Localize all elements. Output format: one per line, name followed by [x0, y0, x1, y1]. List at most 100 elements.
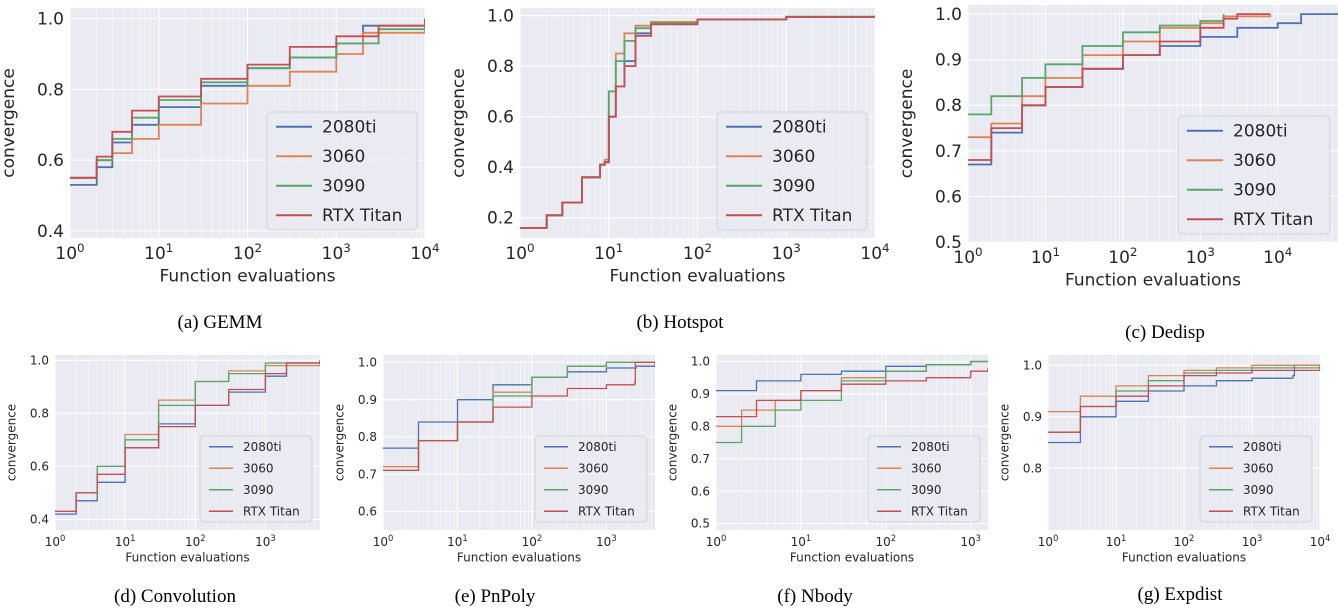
- x-tick-label: 102: [233, 241, 262, 264]
- x-tick-label: 101: [144, 241, 173, 264]
- legend-label-rtx-titan: RTX Titan: [772, 206, 852, 226]
- legend-label-2080ti: 2080ti: [772, 118, 827, 138]
- x-tick-label: 104: [860, 241, 889, 264]
- x-tick-label: 103: [1242, 533, 1263, 549]
- legend: 2080ti 3060 3090 RTX Titan: [1177, 115, 1331, 235]
- y-tick-label: 0.8: [1023, 461, 1042, 475]
- series-lines: [1048, 364, 1320, 444]
- chart-a: 100 101 102 103 104 0.4 0.6 0.8 1.0 Function eval…: [0, 8, 440, 287]
- legend-label-rtx-titan: RTX Titan: [243, 504, 300, 518]
- x-tick-label: 101: [1106, 533, 1127, 549]
- caption-pnpoly: (e) PnPoly: [454, 586, 536, 607]
- legend-label-3060: 3060: [911, 461, 942, 475]
- y-tick-label: 0.9: [1023, 410, 1042, 424]
- legend-label-2080ti: 2080ti: [578, 440, 617, 454]
- y-axis-label: convergence: [4, 404, 18, 481]
- legend: 2080ti 3060 3090 RTX Titan: [534, 435, 648, 523]
- panel-nbody: 100 101 102 103 0.5 0.6 0.7 0.8 0.9 1.0 Function e…: [665, 345, 998, 575]
- x-tick-label: 102: [1108, 245, 1137, 268]
- legend: 2080ti 3060 3090 RTX Titan: [199, 435, 313, 523]
- legend-label-3090: 3090: [911, 483, 942, 497]
- y-tick-label: 0.8: [487, 57, 514, 77]
- panel-convolution: 100 101 102 103 0.4 0.6 0.8 1.0 Function evaluat…: [0, 345, 330, 575]
- legend-box: [534, 435, 648, 523]
- chart-f: 100 101 102 103 0.5 0.6 0.7 0.8 0.9 1.0 Function e…: [665, 355, 988, 564]
- y-axis-label: convergence: [897, 69, 917, 179]
- y-tick-label: 0.8: [935, 96, 962, 116]
- series-line-rtx-titan: [1048, 365, 1320, 433]
- y-axis-label: convergence: [449, 68, 469, 178]
- x-axis-label: Function evaluations: [610, 267, 786, 287]
- legend-label-3090: 3090: [1233, 181, 1276, 201]
- y-tick-label: 0.4: [487, 158, 514, 178]
- x-tick-label: 102: [683, 241, 712, 264]
- x-tick-label: 103: [596, 533, 617, 549]
- x-tick-label: 101: [791, 533, 812, 549]
- y-tick-label: 0.5: [691, 517, 710, 531]
- legend-box: [716, 111, 868, 231]
- x-tick-label: 102: [522, 533, 543, 549]
- chart-g: 100 101 102 103 104 0.8 0.9 1.0 Function evaluat…: [997, 355, 1331, 564]
- y-tick-label: 1.0: [358, 356, 377, 370]
- x-tick-label: 102: [185, 533, 206, 549]
- legend-label-3090: 3090: [1243, 483, 1274, 497]
- legend-label-2080ti: 2080ti: [1233, 122, 1288, 142]
- y-tick-label: 0.8: [358, 430, 377, 444]
- chart-d: 100 101 102 103 0.4 0.6 0.8 1.0 Function evaluat…: [4, 354, 321, 564]
- x-axis-label: Function evaluations: [457, 550, 581, 564]
- series-lines: [70, 18, 425, 186]
- y-tick-label: 0.6: [30, 460, 49, 474]
- y-axis-label: convergence: [997, 404, 1011, 481]
- x-axis-label: Function evaluations: [1065, 271, 1241, 291]
- x-tick-label: 104: [1310, 533, 1331, 549]
- y-tick-label: 0.6: [935, 187, 962, 207]
- x-tick-label: 103: [322, 241, 351, 264]
- y-tick-label: 0.4: [37, 222, 64, 242]
- caption-hotspot: (b) Hotspot: [636, 312, 724, 333]
- x-tick-label: 100: [505, 241, 534, 264]
- series-line-rtx-titan: [70, 18, 425, 179]
- legend-label-2080ti: 2080ti: [1243, 440, 1282, 454]
- y-tick-label: 0.6: [691, 484, 710, 498]
- y-tick-label: 0.8: [691, 419, 710, 433]
- x-tick-label: 100: [706, 533, 727, 549]
- chart-b: 100 101 102 103 104 0.2 0.4 0.6 0.8 1.0 Function e…: [449, 7, 890, 287]
- series-line-3090: [968, 14, 1225, 116]
- series-lines: [520, 15, 875, 229]
- legend-label-3060: 3060: [772, 147, 815, 167]
- y-tick-label: 0.7: [691, 452, 710, 466]
- legend-box: [867, 435, 981, 523]
- legend-box: [266, 111, 418, 231]
- series-line-rtx-titan: [55, 360, 320, 513]
- y-axis-label: convergence: [0, 68, 19, 178]
- panel-dedisp: 100 101 102 103 104 0.5 0.6 0.7 0.8 0.9 1.0 Functio…: [897, 0, 1338, 310]
- y-tick-label: 0.6: [358, 505, 377, 519]
- y-tick-label: 1.0: [691, 355, 710, 369]
- series-line-rtx-titan: [716, 368, 988, 418]
- legend-label-3060: 3060: [578, 461, 609, 475]
- series-lines: [383, 361, 655, 472]
- y-axis-label: convergence: [665, 404, 679, 481]
- x-tick-label: 102: [875, 533, 896, 549]
- legend-label-rtx-titan: RTX Titan: [1243, 504, 1300, 518]
- panel-hotspot: 100 101 102 103 104 0.2 0.4 0.6 0.8 1.0 Function e…: [449, 0, 890, 300]
- caption-dedisp: (c) Dedisp: [1125, 322, 1205, 343]
- x-tick-label: 100: [373, 533, 394, 549]
- x-tick-label: 101: [447, 533, 468, 549]
- caption-expdist: (g) Expdist: [1137, 584, 1223, 605]
- series-line-2080ti: [1048, 364, 1320, 444]
- series-line-rtx-titan: [968, 13, 1271, 161]
- x-tick-label: 101: [594, 241, 623, 264]
- legend-box: [199, 435, 313, 523]
- legend-box: [1177, 115, 1331, 235]
- legend-label-rtx-titan: RTX Titan: [911, 504, 968, 518]
- x-tick-label: 103: [960, 533, 981, 549]
- legend-label-3090: 3090: [243, 483, 274, 497]
- y-tick-label: 0.7: [358, 467, 377, 481]
- legend-label-2080ti: 2080ti: [243, 440, 282, 454]
- x-tick-label: 100: [1038, 533, 1059, 549]
- legend-label-rtx-titan: RTX Titan: [1233, 210, 1313, 230]
- legend-label-3090: 3090: [322, 177, 365, 197]
- y-tick-label: 0.7: [935, 142, 962, 162]
- legend-label-2080ti: 2080ti: [911, 440, 950, 454]
